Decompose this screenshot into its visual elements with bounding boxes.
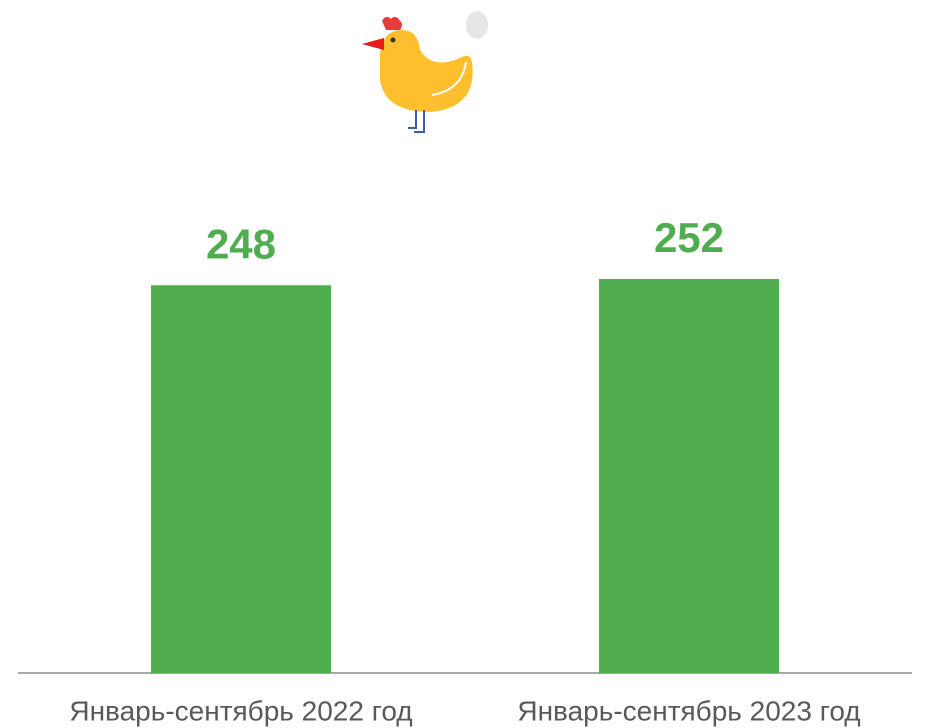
x-tick-label: Январь-сентябрь 2022 год (69, 695, 412, 726)
bar (151, 285, 331, 673)
bar (599, 279, 779, 673)
chicken-icon (362, 11, 488, 133)
data-label: 252 (654, 214, 724, 261)
data-label: 248 (206, 220, 276, 267)
x-tick-label: Январь-сентябрь 2023 год (517, 695, 860, 726)
